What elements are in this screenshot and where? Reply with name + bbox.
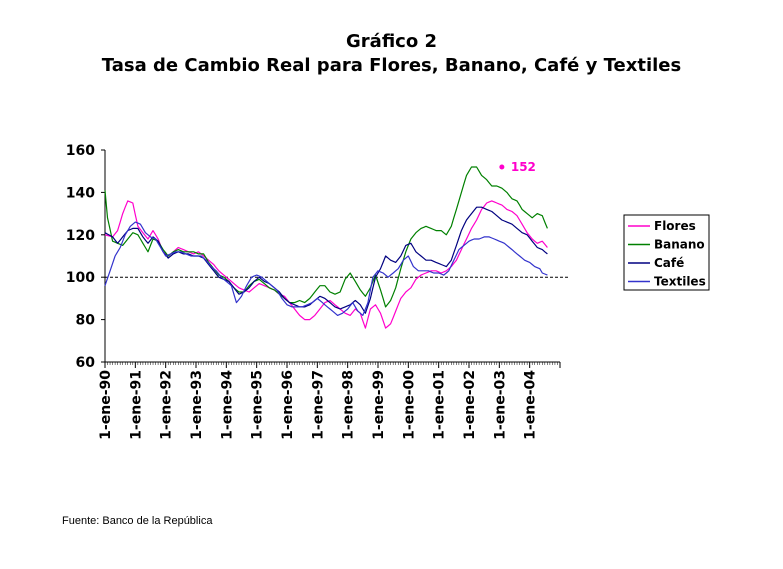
x-tick-label: 1-ene-04 xyxy=(523,370,539,440)
chart-legend: Flores Banano Café Textiles xyxy=(623,214,710,291)
y-tick-label: 100 xyxy=(66,270,95,286)
x-tick-label: 1-ene-94 xyxy=(219,370,235,440)
line-chart: 60 80 100 120 140 160 1-ene-90 1-ene-91 1-ene-92… xyxy=(66,143,710,440)
chart-subtitle: Tasa de Cambio Real para Flores, Banano,… xyxy=(101,55,682,76)
x-tick-label: 1-ene-93 xyxy=(189,370,205,440)
x-tick-label: 1-ene-92 xyxy=(159,370,175,440)
x-tick-label: 1-ene-00 xyxy=(401,370,417,440)
annotation-marker xyxy=(499,164,505,170)
legend-label: Café xyxy=(654,256,684,270)
y-tick-label: 120 xyxy=(66,228,95,244)
x-tick-label: 1-ene-03 xyxy=(492,370,508,440)
x-tick-label: 1-ene-98 xyxy=(341,370,357,440)
x-tick-label: 1-ene-99 xyxy=(371,370,387,440)
x-tick-label: 1-ene-90 xyxy=(98,370,114,440)
series-line-textiles xyxy=(104,221,548,316)
source-note: Fuente: Banco de la República xyxy=(62,515,213,527)
title-block: Gráfico 2 Tasa de Cambio Real para Flore… xyxy=(0,30,783,78)
y-tick-label: 160 xyxy=(66,143,95,159)
x-tick-label: 1-ene-96 xyxy=(280,370,296,440)
series-line-caf xyxy=(104,206,548,314)
legend-label: Banano xyxy=(654,238,705,252)
x-tick-label: 1-ene-97 xyxy=(310,370,326,440)
y-tick-label: 80 xyxy=(76,313,96,329)
chart-axes: 60 80 100 120 140 160 1-ene-90 1-ene-91 1-ene-92… xyxy=(66,143,570,440)
legend-label: Textiles xyxy=(654,275,706,289)
x-tick-label: 1-ene-91 xyxy=(128,370,144,440)
series-line-banano xyxy=(104,166,548,308)
legend-label: Flores xyxy=(654,219,696,233)
x-tick-label: 1-ene-01 xyxy=(432,370,448,440)
series-line-flores xyxy=(104,200,548,329)
annotation-label: 152 xyxy=(511,160,536,174)
x-tick-label: 1-ene-02 xyxy=(462,370,478,440)
chart-title: Gráfico 2 xyxy=(346,31,437,52)
y-tick-label: 140 xyxy=(66,185,95,201)
chart-series: 152 xyxy=(104,160,548,329)
y-tick-label: 60 xyxy=(76,355,96,371)
x-tick-label: 1-ene-95 xyxy=(250,370,266,440)
legend-box xyxy=(623,214,710,291)
